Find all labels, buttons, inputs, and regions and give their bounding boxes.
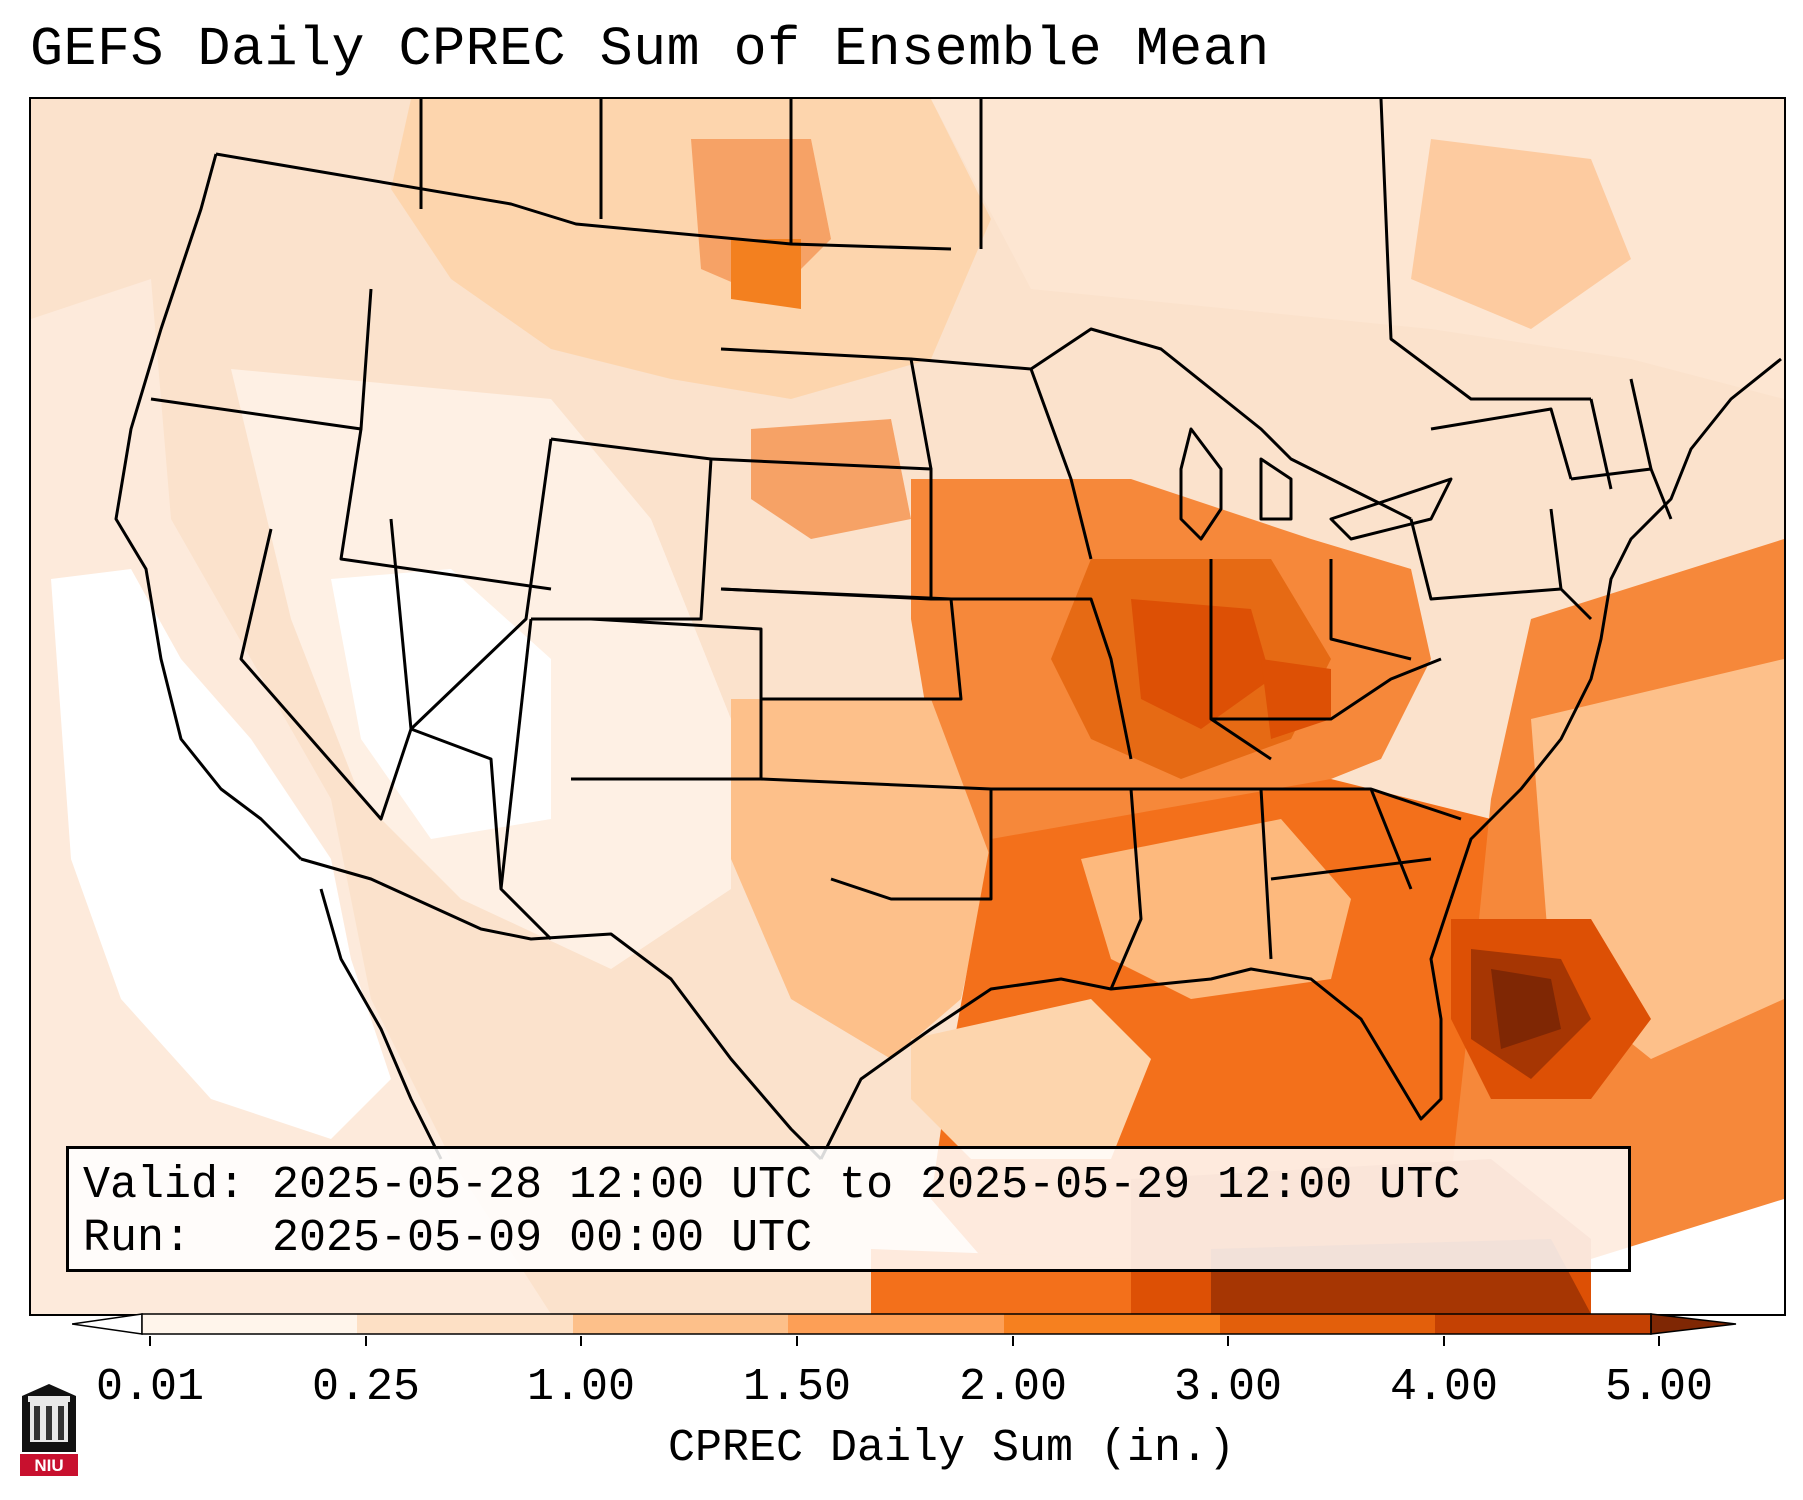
colorbar-segment bbox=[573, 1314, 788, 1334]
valid-run-info-box: Valid: 2025-05-28 12:00 UTC to 2025-05-2… bbox=[66, 1146, 1631, 1272]
university-building-icon: NIU bbox=[20, 1384, 78, 1476]
colorbar-tick bbox=[796, 1336, 798, 1346]
valid-time-text: Valid: 2025-05-28 12:00 UTC to 2025-05-2… bbox=[83, 1160, 1461, 1211]
colorbar-tick-label: 5.00 bbox=[1604, 1362, 1714, 1413]
colorbar-tick-label: 0.25 bbox=[311, 1362, 421, 1413]
colorbar-extend-low bbox=[72, 1313, 143, 1335]
logo-text: NIU bbox=[34, 1456, 63, 1475]
colorbar-tick-label: 1.00 bbox=[526, 1362, 636, 1413]
precipitation-map bbox=[31, 99, 1784, 1314]
colorbar-tick-label: 4.00 bbox=[1389, 1362, 1499, 1413]
colorbar-segment bbox=[142, 1314, 357, 1334]
colorbar-tick bbox=[365, 1336, 367, 1346]
colorbar-tick bbox=[1658, 1336, 1660, 1346]
colorbar-tick bbox=[1227, 1336, 1229, 1346]
colorbar-tick bbox=[580, 1336, 582, 1346]
run-time-text: Run: 2025-05-09 00:00 UTC bbox=[83, 1213, 813, 1264]
colorbar-label: CPREC Daily Sum (in.) bbox=[667, 1423, 1236, 1474]
colorbar-tick-label: 1.50 bbox=[742, 1362, 852, 1413]
colorbar-segment bbox=[1220, 1314, 1435, 1334]
precip-field bbox=[31, 99, 1784, 1314]
colorbar-extend-high bbox=[1650, 1313, 1737, 1335]
colorbar-segment bbox=[1435, 1314, 1651, 1334]
colorbar-tick-label: 2.00 bbox=[958, 1362, 1068, 1413]
geographic-borders bbox=[114, 99, 1782, 1161]
colorbar-segment bbox=[788, 1314, 1004, 1334]
colorbar-segment bbox=[1004, 1314, 1220, 1334]
page-title: GEFS Daily CPREC Sum of Ensemble Mean bbox=[30, 18, 1270, 81]
colorbar-tick bbox=[1012, 1336, 1014, 1346]
colorbar-tick bbox=[149, 1336, 151, 1346]
colorbar-segment bbox=[357, 1314, 573, 1334]
colorbar-tick bbox=[1443, 1336, 1445, 1346]
map-panel bbox=[29, 97, 1786, 1316]
colorbar bbox=[72, 1313, 1737, 1335]
colorbar-tick-label: 3.00 bbox=[1173, 1362, 1283, 1413]
colorbar-tick-label: 0.01 bbox=[95, 1362, 205, 1413]
